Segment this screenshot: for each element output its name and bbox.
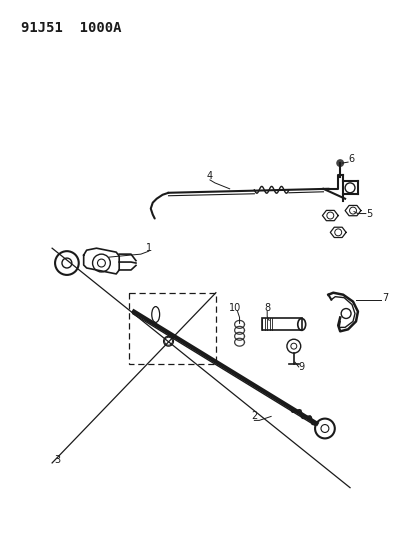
Text: 1: 1: [145, 243, 152, 253]
Text: 7: 7: [382, 293, 388, 303]
Text: 4: 4: [206, 171, 213, 181]
Text: 6: 6: [347, 154, 354, 164]
Bar: [129, 293, 215, 364]
Text: 10: 10: [228, 303, 240, 312]
Circle shape: [335, 159, 343, 167]
Text: 91J51  1000A: 91J51 1000A: [21, 21, 121, 35]
Text: 9: 9: [298, 362, 304, 372]
Text: 5: 5: [365, 208, 371, 219]
Bar: [261, 318, 301, 330]
Text: 3: 3: [54, 455, 60, 465]
Text: 8: 8: [263, 303, 270, 312]
Text: 2: 2: [251, 411, 257, 422]
